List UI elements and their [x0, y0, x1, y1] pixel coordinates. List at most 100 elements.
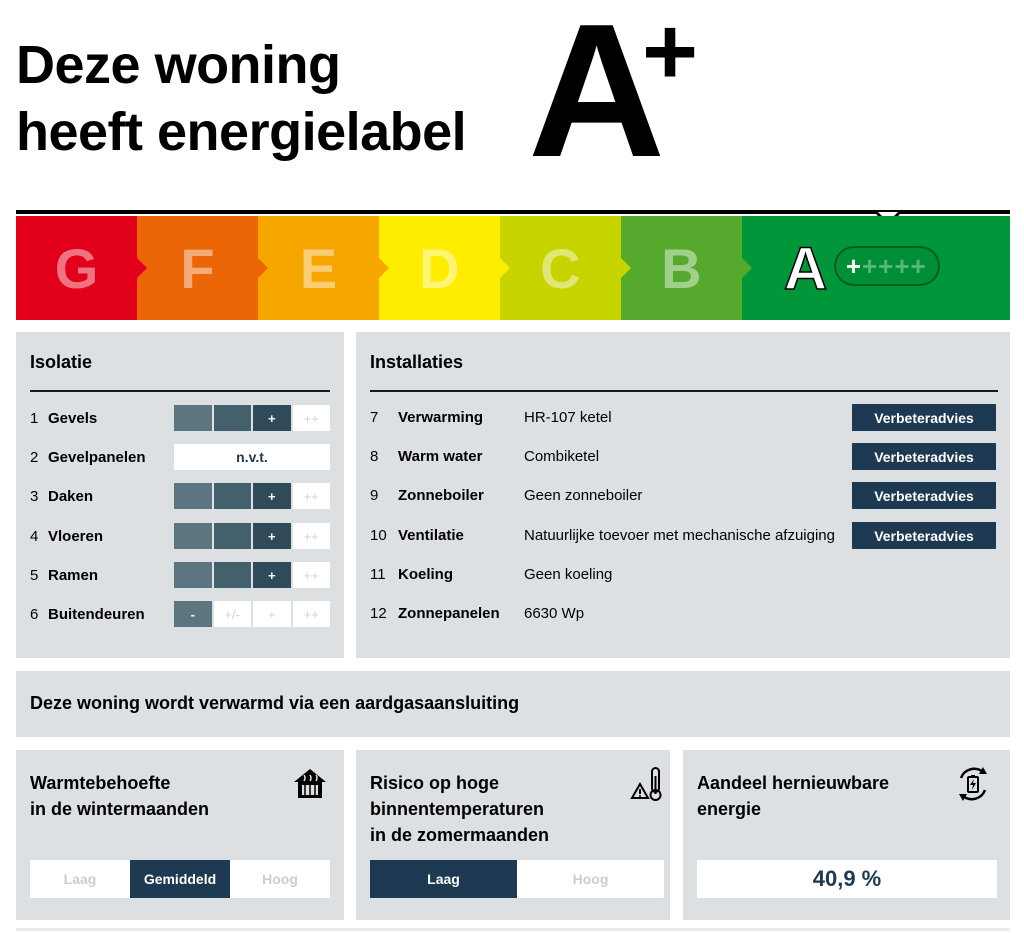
row-number: 6 — [30, 605, 39, 623]
scale-arrow-icon — [499, 258, 510, 278]
pill-active-plus: + — [845, 250, 862, 281]
rating-cell: + — [253, 562, 291, 588]
rating-cell: - — [174, 601, 212, 627]
row-number: 5 — [30, 566, 39, 584]
hernieuwbare-card: Aandeel hernieuwbare energie 40,9 % — [683, 750, 1010, 920]
row-number: 3 — [30, 487, 39, 505]
warmte-option-gemiddeld: Gemiddeld — [130, 860, 230, 898]
installatie-row: 10 Ventilatie Natuurlijke toevoer met me… — [370, 522, 835, 549]
rating-cell — [213, 483, 251, 509]
renewable-battery-icon — [959, 767, 987, 801]
installatie-row: 8 Warm water Combiketel — [370, 443, 599, 470]
energy-label-plus: + — [642, 0, 699, 105]
rating-cell: + — [253, 405, 291, 431]
row-number: 2 — [30, 448, 39, 466]
row-label: Gevelpanelen — [48, 448, 146, 466]
isolatie-row: 2 Gevelpanelen — [30, 444, 146, 470]
row-number: 10 — [370, 527, 387, 544]
scale-segment-d: D — [378, 216, 510, 320]
row-number: 11 — [370, 566, 386, 583]
installatie-row: 7 Verwarming HR-107 ketel — [370, 404, 612, 431]
row-number: 12 — [370, 605, 387, 622]
risico-scale: Laag Hoog — [370, 860, 664, 898]
rating-cell: + — [253, 483, 291, 509]
energy-label-badge: A + — [528, 0, 728, 186]
row-label: Zonnepanelen — [398, 605, 500, 622]
row-number: 1 — [30, 409, 39, 427]
verbeteradvies-button-warm-water[interactable]: Verbeteradvies — [852, 443, 996, 470]
house-heating-icon — [294, 769, 326, 798]
scale-arrow-icon — [620, 258, 631, 278]
row-label: Ramen — [48, 566, 99, 584]
row-number: 4 — [30, 527, 39, 545]
card-title-line: Warmtebehoefte — [30, 773, 171, 793]
isolatie-rating: + ++ — [174, 483, 330, 509]
scale-arrow-icon — [136, 258, 147, 278]
rating-cell: ++ — [292, 483, 330, 509]
card-title-line: binnentemperaturen — [370, 799, 545, 819]
card-title-line: energie — [697, 799, 762, 819]
row-value: Combiketel — [524, 448, 600, 465]
row-label: Warm water — [398, 448, 483, 465]
warmtebehoefte-card: Warmtebehoefte in de wintermaanden Laag … — [16, 750, 344, 920]
rating-cell: ++ — [292, 405, 330, 431]
warmte-option-hoog: Hoog — [230, 860, 330, 898]
heating-text: Deze woning wordt verwarmd via een aardg… — [30, 693, 520, 713]
rating-cell: + — [253, 601, 291, 627]
verbeteradvies-button-zonneboiler[interactable]: Verbeteradvies — [852, 482, 996, 509]
scale-segment-f: F — [136, 216, 268, 320]
title-line-2: heeft energielabel — [16, 102, 467, 162]
scale-letter-c: C — [540, 236, 581, 300]
rating-cell — [174, 523, 212, 549]
bottom-divider — [16, 928, 1010, 931]
row-label: Vloeren — [48, 527, 104, 545]
isolatie-rating: + ++ — [174, 562, 330, 588]
verbeteradvies-button-ventilatie[interactable]: Verbeteradvies — [852, 522, 996, 549]
heating-banner: Deze woning wordt verwarmd via een aardg… — [16, 671, 1010, 737]
rating-cell: ++ — [292, 523, 330, 549]
rating-cell: ++ — [292, 562, 330, 588]
scale-letter-d: D — [419, 236, 460, 300]
verbeteradvies-button-verwarming[interactable]: Verbeteradvies — [852, 404, 996, 431]
warmtebehoefte-title: Warmtebehoefte in de wintermaanden — [30, 770, 209, 822]
scale-top-line — [16, 210, 1010, 214]
row-label: Zonneboiler — [398, 487, 484, 504]
card-title-line: in de zomermaanden — [370, 825, 550, 845]
rating-cell — [213, 405, 251, 431]
row-label: Buitendeuren — [48, 605, 145, 623]
row-value: HR-107 ketel — [524, 409, 612, 426]
installatie-row: 12 Zonnepanelen 6630 Wp — [370, 600, 584, 627]
rating-cell — [174, 562, 212, 588]
rating-cell — [213, 523, 251, 549]
energy-scale: G F E D C B A + ++++ — [16, 216, 1011, 320]
rating-cell: + — [253, 523, 291, 549]
warmte-option-laag: Laag — [30, 860, 130, 898]
isolatie-divider — [30, 390, 330, 392]
installatie-row: 9 Zonneboiler Geen zonneboiler — [370, 482, 642, 509]
row-label: Gevels — [48, 409, 98, 427]
isolatie-panel: Isolatie 1 Gevels + ++ 2 Gevelpanelen n.… — [16, 332, 344, 658]
rating-cell — [174, 405, 212, 431]
row-number: 9 — [370, 487, 379, 504]
row-value: Natuurlijke toevoer met mechanische afzu… — [524, 527, 835, 544]
warmtebehoefte-scale: Laag Gemiddeld Hoog — [30, 860, 330, 898]
row-value: Geen zonneboiler — [524, 487, 643, 504]
scale-segment-b: B — [620, 216, 752, 320]
risico-option-laag: Laag — [370, 860, 517, 898]
scale-letter-e: E — [299, 236, 338, 300]
installatie-row: 11 Koeling Geen koeling — [370, 561, 612, 588]
energy-label-letter: A — [528, 0, 666, 197]
row-value: Geen koeling — [524, 566, 613, 583]
card-title-line: in de wintermaanden — [30, 799, 210, 819]
pill-inactive-plus: ++++ — [862, 250, 927, 281]
thermometer-warning-icon — [630, 767, 662, 801]
scale-letter-g: G — [54, 236, 99, 300]
row-label: Verwarming — [398, 409, 484, 426]
isolatie-row: 3 Daken — [30, 483, 93, 509]
row-value: 6630 Wp — [524, 605, 585, 622]
scale-arrow-icon — [257, 258, 268, 278]
title-line-1: Deze woning — [16, 35, 341, 95]
scale-letter-a: A — [783, 234, 828, 303]
rating-cell: ++ — [292, 601, 330, 627]
row-label: Ventilatie — [398, 527, 464, 544]
